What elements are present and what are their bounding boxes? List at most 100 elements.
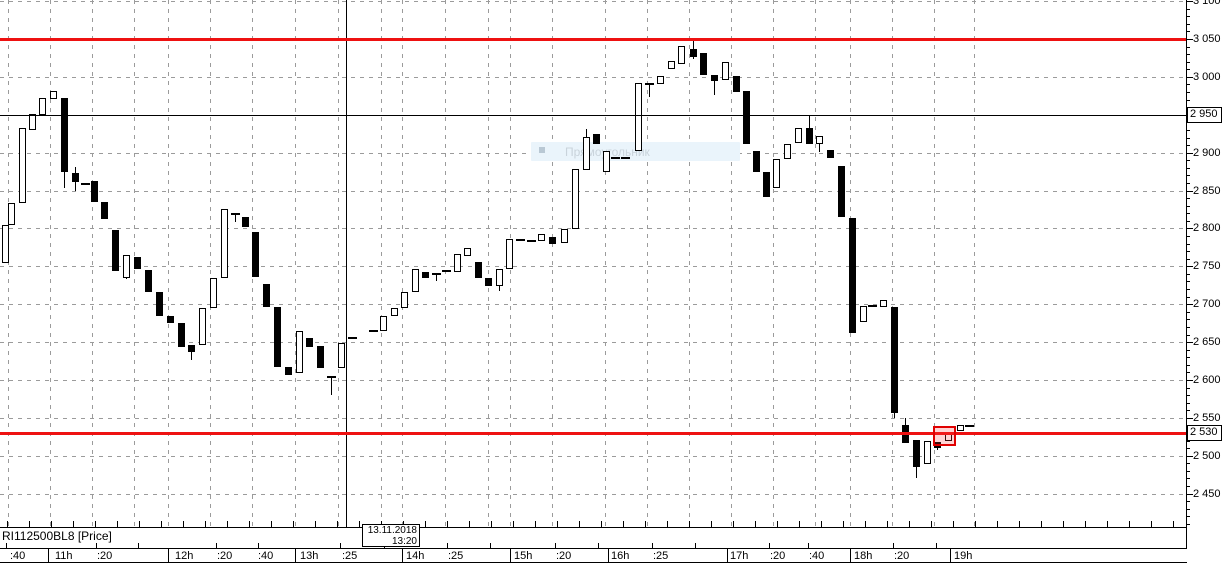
price-label: 2 500: [1193, 450, 1221, 462]
candle-up: [635, 83, 642, 151]
hour-separator: [727, 549, 728, 563]
bottom-minor-tick: [425, 521, 426, 527]
bottom-minor-tick: [777, 521, 778, 527]
vertical-gridline: [773, 0, 774, 527]
candle-wick: [191, 345, 192, 360]
candle-down: [549, 237, 556, 244]
doji-candle: [81, 183, 90, 185]
bottom-minor-tick: [513, 521, 514, 527]
bottom-minor-tick: [953, 521, 954, 527]
price-axis-major-tick: [1187, 1, 1193, 2]
candle-down: [475, 262, 482, 278]
candle-down: [145, 270, 152, 292]
time-strip-tick: [216, 543, 217, 548]
candle-up: [572, 169, 579, 229]
time-strip-bottom-line: [0, 562, 1187, 563]
candle-up: [454, 254, 461, 272]
price-axis-minor-tick: [1187, 9, 1190, 10]
price-axis-minor-tick: [1187, 251, 1190, 252]
crosshair-cursor-line[interactable]: [346, 0, 347, 527]
candle-down: [485, 278, 492, 286]
candle-down: [422, 272, 429, 278]
candle-up: [561, 229, 568, 243]
candle-up: [29, 114, 36, 130]
tooltip-time: 13:20: [391, 536, 417, 547]
candle-down: [91, 181, 98, 202]
bottom-minor-tick: [491, 521, 492, 527]
candle-down: [242, 217, 249, 227]
doji-candle: [965, 425, 974, 427]
candle-up: [957, 425, 964, 431]
candle-down: [753, 151, 760, 172]
time-strip-tick: [652, 543, 653, 548]
bottom-minor-tick: [623, 521, 624, 527]
candle-selection-box[interactable]: [933, 426, 956, 446]
bottom-minor-tick: [579, 521, 580, 527]
price-axis-minor-tick: [1187, 244, 1190, 245]
time-strip-tick: [936, 543, 937, 548]
red-price-level-line[interactable]: [0, 432, 1186, 435]
tooltip-date: 13.11.2018: [367, 525, 417, 536]
doji-candle: [442, 270, 451, 272]
price-axis-line: [1186, 0, 1187, 548]
drawing-handle-icon[interactable]: [539, 147, 545, 153]
horizontal-gridline: [0, 1, 1186, 2]
time-label: :20: [556, 550, 572, 562]
vertical-gridline: [488, 0, 489, 527]
doji-candle: [868, 305, 877, 307]
candle-down: [274, 307, 281, 367]
horizontal-gridline: [0, 191, 1186, 192]
price-axis-major-tick: [1187, 39, 1193, 40]
vertical-gridline: [647, 0, 648, 527]
bottom-minor-tick: [733, 521, 734, 527]
candle-up: [210, 278, 217, 308]
horizontal-gridline: [0, 304, 1186, 305]
candle-wick: [235, 213, 236, 222]
price-axis-minor-tick: [1187, 365, 1190, 366]
vertical-gridline: [402, 0, 403, 527]
candle-down: [306, 338, 313, 347]
black-price-level-line[interactable]: [0, 115, 1186, 116]
price-label: 3 100: [1193, 0, 1221, 7]
price-axis-minor-tick: [1187, 441, 1190, 442]
price-axis-minor-tick: [1187, 486, 1190, 487]
candle-up: [39, 98, 46, 115]
bottom-minor-tick: [1107, 521, 1108, 527]
candle-down: [252, 232, 259, 277]
candle-up: [506, 239, 513, 269]
bottom-minor-tick: [711, 521, 712, 527]
price-axis-major-tick: [1187, 228, 1193, 229]
time-label: 16h: [611, 550, 630, 562]
doji-candle: [527, 240, 536, 242]
candle-up: [496, 269, 503, 286]
price-axis-major-tick: [1187, 304, 1193, 305]
bottom-minor-tick: [271, 521, 272, 527]
price-label: 2 800: [1193, 222, 1221, 234]
time-label: 15h: [514, 550, 533, 562]
price-axis-minor-tick: [1187, 509, 1190, 510]
candle-up: [678, 46, 685, 64]
horizontal-gridline: [0, 342, 1186, 343]
bottom-minor-tick: [469, 521, 470, 527]
price-axis-minor-tick: [1187, 213, 1190, 214]
price-axis-minor-tick: [1187, 463, 1190, 464]
candle-down: [112, 230, 119, 271]
candle-up: [880, 300, 887, 307]
bottom-minor-tick: [205, 521, 206, 527]
candle-down: [913, 440, 920, 467]
candle-down: [743, 91, 750, 144]
price-axis-minor-tick: [1187, 16, 1190, 17]
price-chart-plot[interactable]: Прямоугольник: [0, 0, 1186, 527]
price-axis-minor-tick: [1187, 335, 1190, 336]
price-axis-minor-tick: [1187, 312, 1190, 313]
vertical-gridline: [934, 0, 935, 527]
price-axis-minor-tick: [1187, 236, 1190, 237]
candle-down: [891, 307, 898, 413]
bottom-minor-tick: [359, 521, 360, 527]
time-strip-tick: [769, 543, 770, 548]
horizontal-gridline: [0, 456, 1186, 457]
candle-wick: [331, 376, 332, 395]
time-label: 12h: [175, 550, 194, 562]
candle-up: [401, 292, 408, 308]
red-price-level-line[interactable]: [0, 38, 1186, 41]
